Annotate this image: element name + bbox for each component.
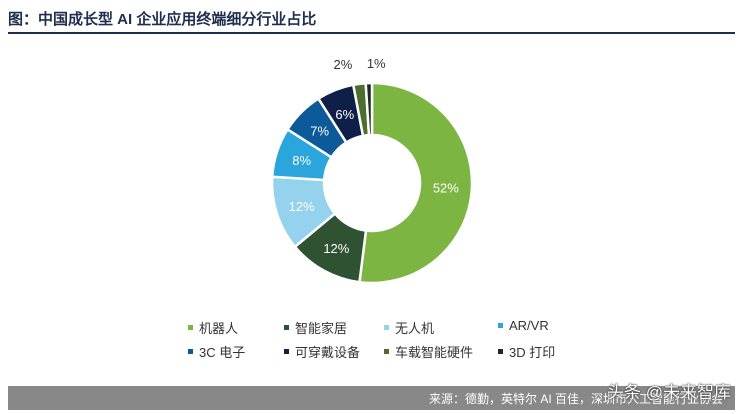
- legend-label: 机器人: [199, 321, 239, 336]
- slice-label-5: 6%: [335, 107, 354, 122]
- slice-label-1: 12%: [323, 241, 349, 256]
- legend-label: 智能家居: [295, 321, 348, 336]
- legend-item-0: 机器人: [188, 318, 238, 337]
- legend-swatch: [188, 349, 193, 354]
- legend-item-2: 无人机: [384, 318, 434, 337]
- legend-label: 3D 打印: [509, 345, 556, 360]
- legend-item-5: 可穿戴设备: [284, 342, 360, 361]
- slice-label-2: 12%: [289, 199, 315, 214]
- legend-swatch: [384, 325, 389, 330]
- legend-item-1: 智能家居: [284, 318, 347, 337]
- slice-label-7: 1%: [367, 56, 386, 71]
- slice-label-3: 8%: [292, 153, 311, 168]
- source-bar: 来源：德勤，英特尔 AI 百佳，深圳市人工智能行业协会: [8, 386, 735, 410]
- legend-swatch: [188, 325, 193, 330]
- legend-label: AR/VR: [509, 318, 549, 333]
- chart-title: 图：中国成长型 AI 企业应用终端细分行业占比: [8, 11, 317, 28]
- legend-label: 3C 电子: [199, 345, 246, 360]
- legend-item-6: 车载智能硬件: [384, 342, 473, 361]
- chart-area: 52% 12% 12% 8% 7% 6% 2% 1%: [0, 40, 741, 330]
- title-bar: 图：中国成长型 AI 企业应用终端细分行业占比: [8, 6, 735, 34]
- slice-label-4: 7%: [310, 124, 329, 139]
- legend-label: 车载智能硬件: [395, 345, 474, 360]
- source-text: 来源：德勤，英特尔 AI 百佳，深圳市人工智能行业协会: [428, 392, 723, 406]
- legend-label: 可穿戴设备: [295, 345, 361, 360]
- legend-label: 无人机: [395, 321, 435, 336]
- legend-swatch: [284, 349, 289, 354]
- slice-label-0: 52%: [433, 181, 459, 196]
- slice-0: [358, 81, 474, 285]
- donut-chart: 52% 12% 12% 8% 7% 6% 2% 1%: [270, 56, 474, 285]
- legend-swatch: [284, 325, 289, 330]
- legend-swatch: [384, 349, 389, 354]
- watermark: 头条 @未来智库: [607, 383, 731, 402]
- legend-item-3: AR/VR: [498, 318, 549, 333]
- legend-swatch: [498, 323, 503, 328]
- legend-swatch: [498, 349, 503, 354]
- legend-item-4: 3C 电子: [188, 342, 245, 361]
- slice-label-6: 2%: [334, 57, 353, 72]
- legend-item-7: 3D 打印: [498, 342, 555, 361]
- slice-7: [364, 81, 374, 137]
